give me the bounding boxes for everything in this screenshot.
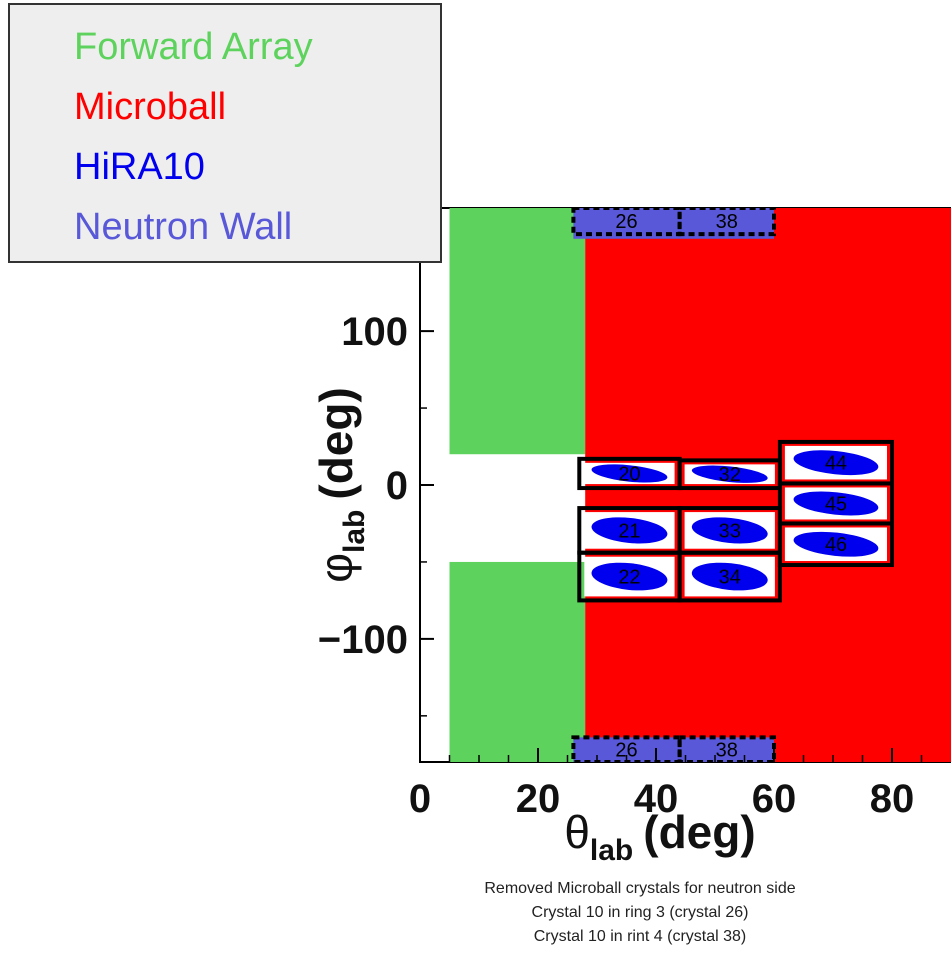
y-tick-label-100: 100	[341, 310, 408, 354]
hira-hits-32	[691, 465, 768, 483]
y-axis-title: φlab(deg)	[310, 387, 371, 583]
hira-hits-20	[591, 464, 668, 483]
removed-crystal-box-3	[677, 735, 776, 762]
hira-hits-33	[691, 517, 768, 544]
hira-hits-21	[591, 517, 668, 544]
telescope-box-34	[677, 550, 782, 603]
telescope-label-22: 22	[618, 567, 640, 589]
telescope-label-44: 44	[825, 453, 847, 475]
x-tick-label-80: 80	[870, 777, 915, 821]
telescope-box-46	[777, 521, 895, 568]
x-tick-label-20: 20	[516, 777, 561, 821]
telescope-label-21: 21	[618, 520, 640, 542]
caption-line-2: Crystal 10 in ring 3 (crystal 26)	[531, 904, 749, 921]
legend-item-hira10: HiRA10	[74, 146, 205, 188]
legend-item-microball: Microball	[74, 86, 227, 128]
hira-hits-46	[793, 531, 879, 557]
removed-crystal-label-0: 26	[615, 211, 637, 233]
region-forward-array-1	[449, 561, 586, 762]
region-forward-array-0	[449, 208, 586, 455]
x-tick-label-40: 40	[634, 777, 679, 821]
legend: Forward Array Microball HiRA10 Neutron W…	[8, 3, 442, 263]
x-tick-label-0: 0	[409, 777, 431, 821]
y-tick-label-0: 0	[386, 464, 408, 508]
telescope-label-34: 34	[719, 567, 741, 589]
legend-item-neutron-wall: Neutron Wall	[74, 206, 293, 248]
telescope-label-20: 20	[618, 463, 640, 485]
removed-crystal-label-2: 26	[615, 740, 637, 762]
legend-item-forward-array: Forward Array	[74, 26, 313, 68]
hira-hits-45	[793, 491, 879, 516]
hira-hits-34	[691, 562, 768, 591]
caption-line-3: Crystal 10 in rint 4 (crystal 38)	[533, 928, 747, 945]
removed-crystal-label-1: 38	[716, 211, 738, 233]
removed-crystal-box-2	[571, 735, 682, 762]
removed-crystal-box-0	[571, 208, 682, 237]
hira-hits-22	[591, 562, 668, 591]
telescope-label-46: 46	[825, 534, 847, 556]
telescope-label-45: 45	[825, 493, 847, 515]
region-neutron-wall-4	[573, 737, 774, 762]
telescope-label-32: 32	[719, 464, 741, 486]
x-tick-label-60: 60	[752, 777, 797, 821]
removed-crystal-label-3: 38	[716, 740, 738, 762]
caption-line-1: Removed Microball crystals for neutron s…	[484, 880, 796, 897]
y-tick-label--100: −100	[318, 618, 408, 662]
hira-hits-44	[793, 450, 879, 476]
telescope-label-33: 33	[719, 520, 741, 542]
x-axis-title: θlab (deg)	[564, 806, 755, 867]
